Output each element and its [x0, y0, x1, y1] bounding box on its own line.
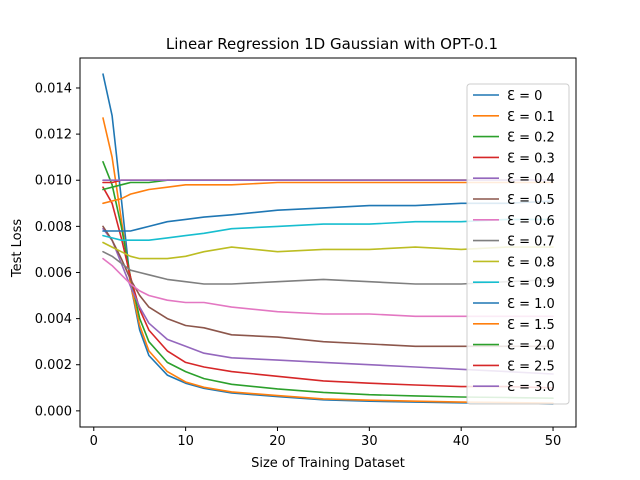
- series-line-4: [102, 227, 554, 375]
- y-axis-ticks: 0.000 0.002 0.004 0.006 0.008 0.010 0.012 0.014: [35, 81, 80, 419]
- legend-label: Ɛ = 0.7: [507, 235, 555, 250]
- series-line-6: [102, 257, 554, 318]
- legend-label: Ɛ = 1.5: [507, 318, 555, 333]
- y-tick-label: 0.002: [35, 358, 72, 373]
- series-line-10: [102, 200, 554, 232]
- y-axis-label: Test Loss: [10, 219, 25, 278]
- legend-label: Ɛ = 2.5: [507, 359, 555, 374]
- x-axis-label: Size of Training Dataset: [251, 456, 405, 471]
- y-tick-label: 0.008: [35, 220, 72, 235]
- y-tick-label: 0.010: [35, 174, 72, 189]
- legend-label: Ɛ = 0.8: [507, 255, 555, 270]
- x-axis-ticks: 0 10 20 30 40 50: [90, 427, 562, 449]
- legend-label: Ɛ = 0: [507, 89, 542, 104]
- y-tick-label: 0.000: [35, 404, 72, 419]
- chart-title: Linear Regression 1D Gaussian with OPT-0…: [166, 35, 498, 53]
- x-tick-label: 50: [545, 434, 562, 449]
- y-tick-label: 0.006: [35, 266, 72, 281]
- series-line-3: [102, 186, 554, 389]
- legend-label: Ɛ = 0.4: [507, 172, 555, 187]
- legend-label: Ɛ = 0.3: [507, 151, 555, 166]
- x-tick-label: 0: [90, 434, 98, 449]
- y-tick-label: 0.014: [35, 81, 72, 96]
- legend-label: Ɛ = 3.0: [507, 380, 555, 395]
- legend-label: Ɛ = 0.9: [507, 276, 555, 291]
- y-tick-label: 0.004: [35, 312, 72, 327]
- series-line-11: [102, 181, 554, 205]
- legend-label: Ɛ = 2.0: [507, 339, 555, 354]
- legend: Ɛ = 0 Ɛ = 0.1 Ɛ = 0.2 Ɛ = 0.3 Ɛ = 0.4 Ɛ = 0.5…: [466, 83, 570, 405]
- legend-label: Ɛ = 0.2: [507, 131, 555, 146]
- series-line-7: [102, 250, 554, 285]
- plot-frame: [79, 57, 577, 428]
- series-line-8: [102, 241, 554, 260]
- legend-label: Ɛ = 0.6: [507, 214, 555, 229]
- series-layer: [102, 73, 554, 405]
- legend-label: Ɛ = 0.5: [507, 193, 555, 208]
- y-tick-label: 0.012: [35, 128, 72, 143]
- x-tick-label: 40: [453, 434, 470, 449]
- legend-label: Ɛ = 0.1: [507, 110, 555, 125]
- series-line-5: [102, 225, 554, 348]
- series-line-9: [102, 218, 554, 241]
- x-tick-label: 30: [361, 434, 378, 449]
- x-tick-label: 20: [269, 434, 286, 449]
- legend-label: Ɛ = 1.0: [507, 297, 555, 312]
- x-tick-label: 10: [177, 434, 194, 449]
- series-line-2: [102, 161, 554, 400]
